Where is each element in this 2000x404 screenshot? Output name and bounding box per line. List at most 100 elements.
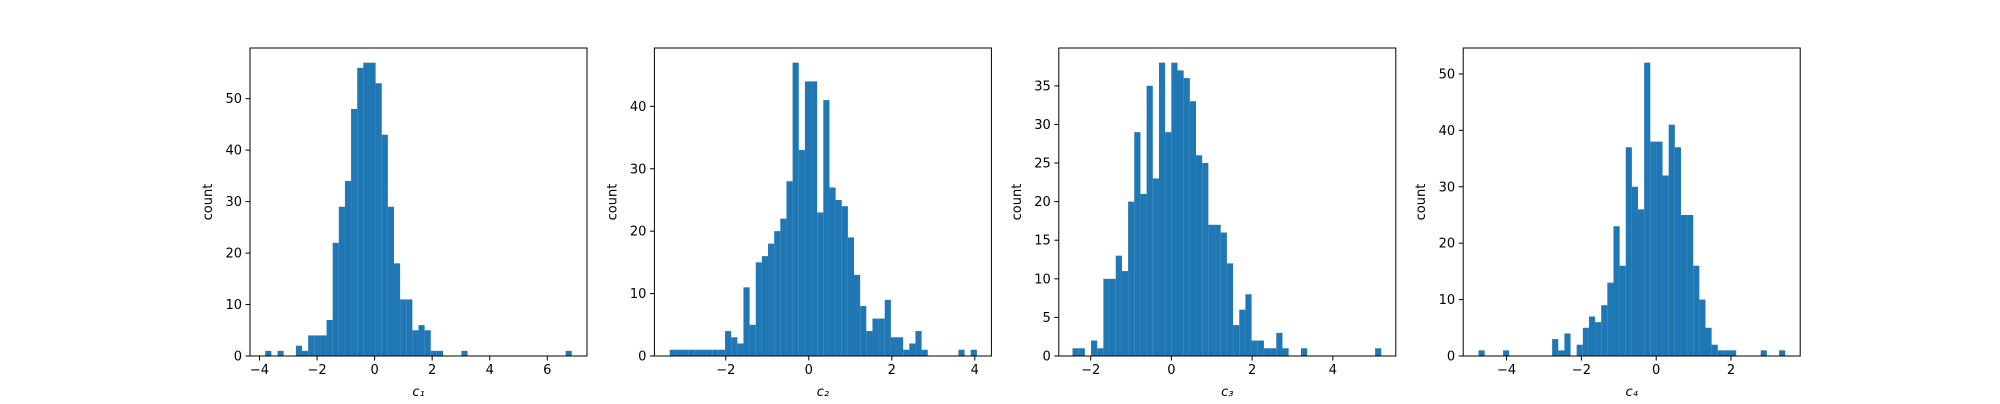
- y-axis-label: count: [201, 184, 216, 221]
- y-axis-label: count: [1414, 184, 1429, 221]
- bar: [1171, 62, 1178, 357]
- bar: [1730, 350, 1737, 356]
- axes-frame: [1462, 47, 1801, 357]
- bar: [755, 262, 762, 356]
- bar: [841, 206, 848, 356]
- bar: [406, 299, 413, 356]
- bar: [1239, 309, 1246, 356]
- y-tick-label: 10: [1439, 293, 1456, 308]
- bar: [1625, 147, 1632, 356]
- bar: [921, 349, 928, 356]
- bar: [1257, 340, 1264, 356]
- bar: [1202, 163, 1209, 356]
- bar: [1270, 348, 1277, 356]
- bar: [1226, 263, 1234, 356]
- y-tick-label: 20: [630, 225, 647, 240]
- y-tick-label: 20: [1439, 237, 1456, 252]
- y-axis-label: count: [605, 184, 620, 221]
- bar: [1552, 339, 1559, 356]
- bar: [798, 150, 805, 356]
- bar: [1723, 350, 1731, 356]
- bar: [1650, 141, 1657, 356]
- bar: [884, 299, 891, 356]
- bar: [737, 343, 744, 356]
- x-axis-label: c₁: [412, 385, 424, 400]
- bar: [1276, 332, 1283, 356]
- x-tick-label: 6: [543, 363, 551, 378]
- bar: [1146, 85, 1153, 357]
- bar: [1177, 70, 1184, 357]
- y-tick-label: 0: [1043, 350, 1051, 365]
- x-tick-label: −2: [1572, 363, 1591, 378]
- y-tick-label: 50: [1439, 67, 1456, 82]
- bar: [302, 350, 309, 356]
- y-tick-label: 0: [1447, 350, 1455, 365]
- bar: [1711, 344, 1718, 356]
- y-tick-label: 40: [630, 100, 647, 115]
- y-tick-label: 30: [1034, 118, 1051, 133]
- x-tick-label: 4: [1329, 363, 1337, 378]
- bar: [1595, 322, 1602, 356]
- y-axis-label: count: [1010, 184, 1025, 221]
- bar: [835, 199, 842, 356]
- x-tick-label: 4: [971, 363, 979, 378]
- bar: [878, 318, 885, 356]
- x-tick-label: 0: [1652, 363, 1660, 378]
- bar: [418, 325, 425, 356]
- bar: [1760, 350, 1767, 356]
- bar: [424, 330, 431, 356]
- y-tick-label: 40: [1439, 124, 1456, 139]
- bar: [792, 62, 799, 357]
- bar: [1165, 132, 1172, 356]
- y-tick-label: 25: [1034, 157, 1051, 172]
- bar: [332, 242, 339, 356]
- bar: [1233, 325, 1240, 356]
- bar: [344, 181, 352, 356]
- y-tick-label: 35: [1034, 79, 1051, 94]
- bar: [1263, 348, 1271, 356]
- bar: [811, 81, 818, 356]
- bar: [1619, 265, 1626, 356]
- x-axis-label: c₄: [1626, 385, 1639, 400]
- bar: [565, 350, 572, 356]
- bar: [1693, 265, 1700, 356]
- bar: [1699, 299, 1706, 356]
- bar: [308, 335, 315, 356]
- bar: [1564, 333, 1571, 356]
- y-tick-label: 50: [225, 92, 242, 107]
- bar: [351, 108, 358, 356]
- x-axis-label: c₃: [1221, 385, 1233, 400]
- bar: [1680, 214, 1688, 356]
- y-tick-label: 10: [1034, 272, 1051, 287]
- bar: [1103, 278, 1110, 356]
- x-tick-label: 2: [1727, 363, 1735, 378]
- bar: [1674, 147, 1681, 356]
- y-tick-label: 20: [225, 247, 242, 262]
- y-tick-label: 10: [630, 287, 647, 302]
- y-tick-label: 30: [225, 195, 242, 210]
- bar: [436, 350, 444, 356]
- bar: [743, 287, 750, 356]
- bar: [817, 212, 824, 356]
- bar: [731, 337, 738, 356]
- y-tick-label: 30: [1439, 180, 1456, 195]
- bar: [774, 231, 781, 356]
- bar: [381, 134, 388, 356]
- bar: [860, 306, 867, 356]
- x-tick-label: −2: [716, 363, 735, 378]
- bar: [1607, 282, 1614, 356]
- x-tick-label: 0: [805, 363, 813, 378]
- bar: [700, 349, 707, 356]
- bar: [682, 349, 689, 356]
- bar: [1189, 101, 1197, 357]
- bar: [1687, 214, 1694, 356]
- bar: [1613, 226, 1620, 356]
- x-tick-label: 0: [1167, 363, 1175, 378]
- bar: [393, 263, 401, 356]
- bar: [1208, 224, 1215, 356]
- bar: [890, 337, 898, 356]
- bar: [363, 62, 370, 357]
- bar: [400, 299, 407, 356]
- bar: [338, 206, 345, 356]
